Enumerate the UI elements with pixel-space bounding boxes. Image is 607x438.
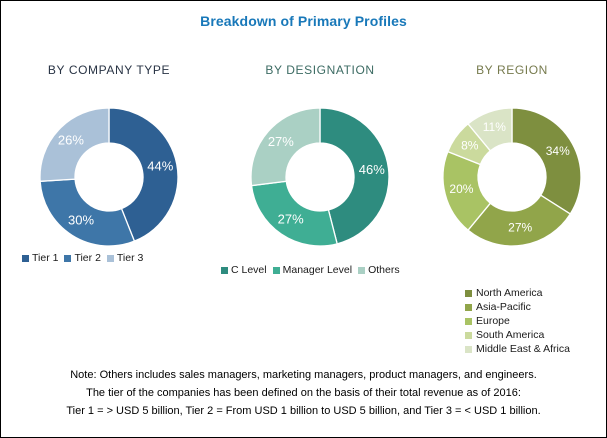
svg-text:20%: 20%	[449, 182, 473, 196]
svg-text:11%: 11%	[483, 120, 506, 134]
svg-text:30%: 30%	[68, 213, 94, 228]
svg-text:8%: 8%	[461, 138, 479, 152]
svg-text:44%: 44%	[147, 159, 173, 174]
svg-text:27%: 27%	[268, 134, 294, 149]
svg-text:26%: 26%	[58, 133, 84, 148]
svg-text:27%: 27%	[508, 221, 532, 235]
svg-text:34%: 34%	[546, 144, 570, 158]
svg-text:46%: 46%	[359, 162, 385, 177]
svg-text:27%: 27%	[278, 212, 304, 227]
